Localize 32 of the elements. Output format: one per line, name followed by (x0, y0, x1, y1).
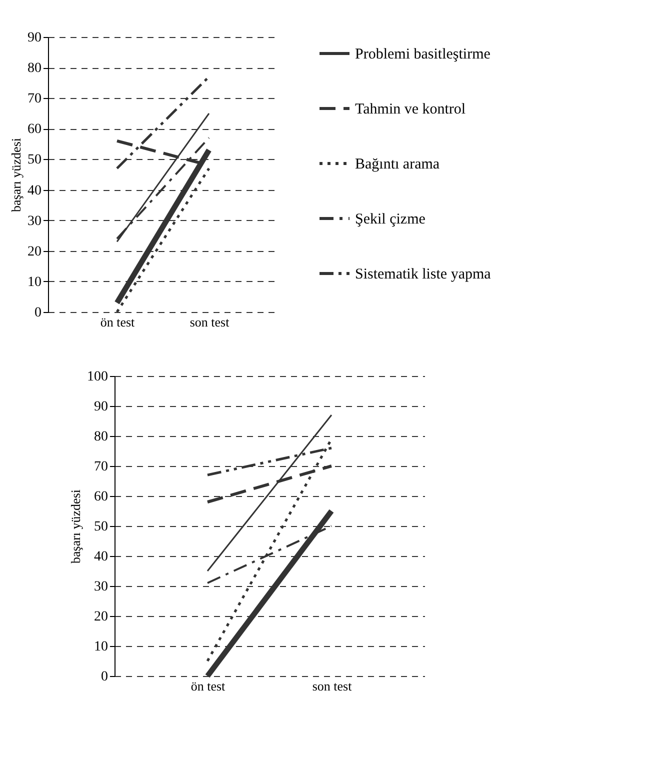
y-tick-label: 60 (28, 122, 42, 138)
y-tick-label: 70 (28, 92, 42, 107)
y-tick-label: 90 (28, 30, 42, 46)
y-tick-label: 30 (94, 580, 108, 594)
y-tick-label: 80 (94, 430, 108, 444)
x-tick-label: son test (190, 314, 230, 330)
y-tick-label: 0 (101, 670, 108, 684)
y-tick-label: 10 (94, 640, 108, 654)
legend-label: Şekil çizme (355, 212, 426, 228)
y-axis-title: başarı yüzdesi (8, 138, 24, 212)
y-tick-label: 10 (28, 274, 42, 290)
y-tick-label: 70 (94, 460, 108, 474)
y-tick-label: 20 (28, 244, 42, 260)
y-tick-label: 20 (94, 610, 108, 624)
legend-label: Problemi basitleştirme (355, 46, 491, 62)
y-tick-label: 100 (87, 370, 108, 384)
y-tick-label: 90 (94, 400, 108, 414)
x-tick-label: son test (312, 678, 352, 694)
y-tick-label: 50 (94, 520, 108, 534)
y-tick-label: 50 (28, 152, 42, 168)
legend-label: Tahmin ve kontrol (355, 102, 466, 118)
x-tick-label: ön test (190, 678, 226, 694)
x-tick-label: ön test (100, 314, 136, 330)
y-axis-title: başarı yüzdesi (68, 489, 83, 564)
legend-label: Bağıntı arama (355, 156, 440, 172)
y-tick-label: 80 (28, 61, 42, 76)
y-tick-label: 40 (28, 183, 42, 198)
legend-label: Sistematik liste yapma (355, 266, 492, 282)
y-tick-label: 0 (34, 306, 42, 320)
y-tick-label: 30 (28, 214, 42, 229)
y-tick-label: 40 (94, 550, 108, 564)
y-tick-label: 60 (94, 490, 108, 504)
